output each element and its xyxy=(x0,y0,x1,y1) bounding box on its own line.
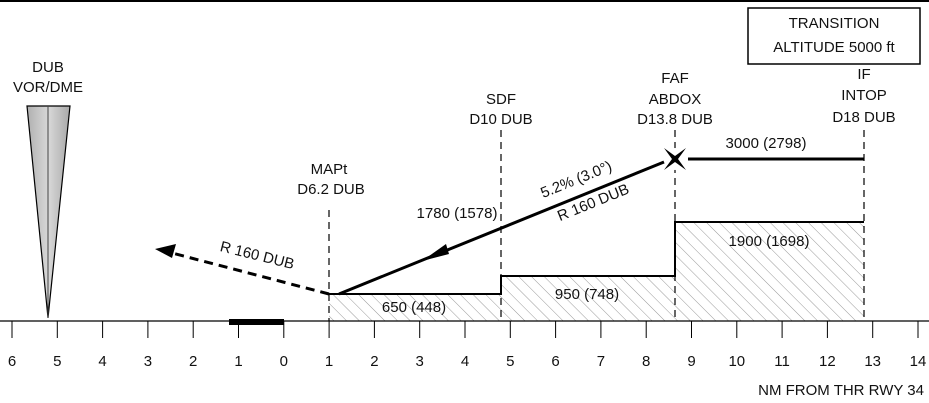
transition-label-line1: TRANSITION xyxy=(789,15,880,32)
faf-label-line3: D13.8 DUB xyxy=(637,111,713,128)
axis-tick-label: 6 xyxy=(8,353,16,370)
vor-label-line2: VOR/DME xyxy=(13,79,83,96)
axis-tick-label: 5 xyxy=(53,353,61,370)
faf-label-line2: ABDOX xyxy=(649,91,702,108)
initial-altitude-label: 3000 (2798) xyxy=(726,135,807,152)
minimum-altitude-steps xyxy=(329,221,864,295)
runway-bar xyxy=(229,319,284,325)
faf-segment-area xyxy=(675,222,864,321)
missed-approach-radial-label: R 160 DUB xyxy=(218,238,296,273)
if-label-line3: D18 DUB xyxy=(832,109,895,126)
final-approach-path xyxy=(338,160,665,296)
axis-tick-label: 1 xyxy=(234,353,242,370)
faf-label-line1: FAF xyxy=(661,70,689,87)
if-label-line1: IF xyxy=(857,66,870,83)
sdf-segment-area xyxy=(501,276,675,321)
axis-tick-label: 2 xyxy=(370,353,378,370)
axis-tick-label: 3 xyxy=(416,353,424,370)
axis-tick-label: 0 xyxy=(280,353,288,370)
axis-tick-label: 5 xyxy=(506,353,514,370)
axis-caption: NM FROM THR RWY 34 xyxy=(758,382,924,399)
sdf-minimum-label: 950 (748) xyxy=(555,286,619,303)
faf-maltese-cross-icon xyxy=(664,148,686,170)
axis-tick-label: 11 xyxy=(774,353,790,370)
axis-tick-label: 4 xyxy=(461,353,469,370)
mapt-label-line2: D6.2 DUB xyxy=(297,181,365,198)
axis-tick-label: 2 xyxy=(189,353,197,370)
if-label-line2: INTOP xyxy=(841,87,887,104)
axis-tick-label: 3 xyxy=(144,353,152,370)
axis-tick-label: 10 xyxy=(728,353,745,370)
vor-label-line1: DUB xyxy=(32,59,64,76)
transition-altitude-box xyxy=(747,7,921,65)
axis-tick-label: 6 xyxy=(551,353,559,370)
axis-tick-label: 9 xyxy=(687,353,695,370)
faf-minimum-label: 1900 (1698) xyxy=(729,233,810,250)
mapt-label-line1: MAPt xyxy=(311,161,349,178)
sdf-label-line2: D10 DUB xyxy=(469,111,532,128)
missed-approach-arrow xyxy=(155,244,176,258)
axis-tick-label: 8 xyxy=(642,353,650,370)
mapt-minimum-label: 650 (448) xyxy=(382,299,446,316)
axis-tick-label: 12 xyxy=(819,353,836,370)
mapt-segment-area xyxy=(329,294,501,321)
axis-tick-label: 14 xyxy=(910,353,927,370)
missed-approach-path xyxy=(171,251,330,296)
distance-axis: 6 5 4 3 2 1 0 1 2 3 4 5 6 7 8 9 10 11 12 13 14 xyxy=(8,321,927,370)
axis-tick-label: 13 xyxy=(864,353,881,370)
sdf-label-line1: SDF xyxy=(486,91,516,108)
axis-tick-label: 1 xyxy=(325,353,333,370)
axis-tick-label: 7 xyxy=(597,353,605,370)
transition-label-line2: ALTITUDE 5000 ft xyxy=(773,39,895,56)
sdf-crossing-label: 1780 (1578) xyxy=(417,205,498,222)
final-approach-arrow xyxy=(422,244,449,261)
axis-tick-label: 4 xyxy=(98,353,106,370)
